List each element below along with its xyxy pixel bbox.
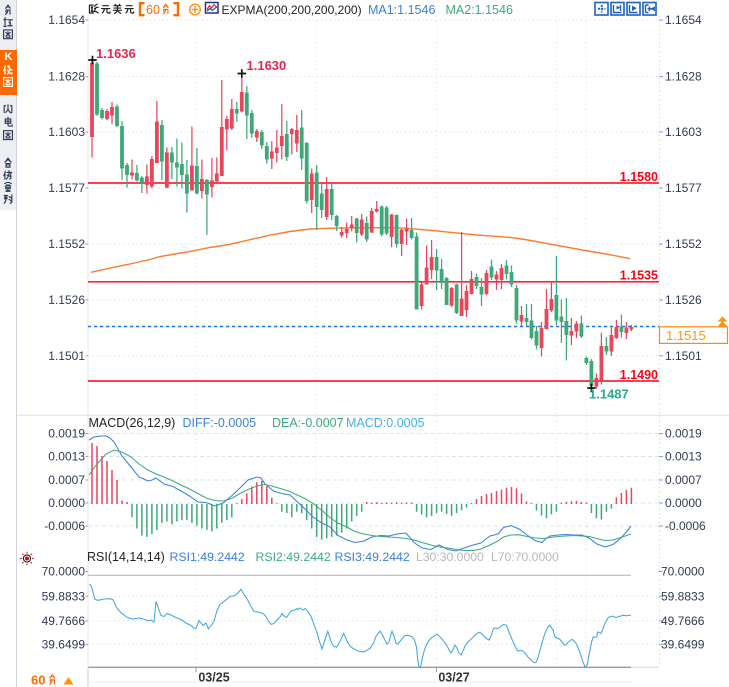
svg-text:1.1552: 1.1552 [665, 237, 702, 251]
svg-text:MACD(26,12,9): MACD(26,12,9) [89, 416, 176, 430]
svg-text:49.7666: 49.7666 [661, 614, 705, 628]
svg-text:1.1501: 1.1501 [665, 349, 702, 363]
svg-text:1.1636: 1.1636 [96, 46, 136, 61]
svg-text:60: 60 [31, 673, 45, 687]
svg-text:MACD:0.0005: MACD:0.0005 [346, 416, 425, 430]
svg-text:1.1628: 1.1628 [48, 70, 85, 84]
svg-text:RSI3:49.2442: RSI3:49.2442 [335, 550, 410, 564]
svg-text:MA1:1.1546: MA1:1.1546 [368, 3, 435, 17]
svg-text:1.1630: 1.1630 [247, 58, 287, 73]
svg-text:1.1552: 1.1552 [48, 237, 85, 251]
svg-text:DIFF:-0.0005: DIFF:-0.0005 [183, 416, 257, 430]
svg-text:L70:70.0000: L70:70.0000 [491, 550, 559, 564]
svg-text:70.0000: 70.0000 [661, 565, 705, 579]
svg-text:1.1526: 1.1526 [665, 293, 702, 307]
svg-text:1.1603: 1.1603 [665, 125, 702, 139]
svg-text:MA2:1.1546: MA2:1.1546 [446, 3, 513, 17]
svg-text:0.0013: 0.0013 [48, 450, 85, 464]
svg-text:49.7666: 49.7666 [42, 614, 86, 628]
svg-text:0.0007: 0.0007 [48, 473, 85, 487]
svg-text:03/25: 03/25 [198, 671, 229, 685]
svg-text:1.1603: 1.1603 [48, 125, 85, 139]
svg-text:0.0013: 0.0013 [665, 450, 702, 464]
svg-text:1.1501: 1.1501 [48, 349, 85, 363]
svg-text:1.1535: 1.1535 [620, 269, 658, 283]
svg-text:-0.0006: -0.0006 [44, 519, 85, 533]
svg-text:-0.0006: -0.0006 [665, 519, 706, 533]
svg-text:39.6499: 39.6499 [661, 638, 705, 652]
svg-text:1.1515: 1.1515 [666, 328, 706, 343]
svg-text:1.1577: 1.1577 [665, 181, 702, 195]
svg-text:RSI1:49.2442: RSI1:49.2442 [170, 550, 245, 564]
svg-text:1.1526: 1.1526 [48, 293, 85, 307]
svg-text:1.1490: 1.1490 [620, 368, 658, 382]
svg-text:EXPMA(200,200,200,200): EXPMA(200,200,200,200) [222, 3, 362, 17]
svg-text:1.1654: 1.1654 [48, 13, 85, 27]
svg-text:0.0019: 0.0019 [665, 427, 702, 441]
svg-text:RSI(14,14,14): RSI(14,14,14) [87, 550, 165, 564]
svg-text:1.1654: 1.1654 [665, 13, 702, 27]
svg-text:70.0000: 70.0000 [42, 565, 86, 579]
svg-text:1.1487: 1.1487 [589, 387, 629, 402]
svg-text:RSI2:49.2442: RSI2:49.2442 [256, 550, 331, 564]
svg-text:59.8833: 59.8833 [661, 590, 705, 604]
svg-text:L30:30.0000: L30:30.0000 [416, 550, 484, 564]
svg-text:DEA:-0.0007: DEA:-0.0007 [272, 416, 344, 430]
svg-text:1.1580: 1.1580 [620, 170, 658, 184]
svg-text:60: 60 [146, 3, 160, 17]
svg-text:03/27: 03/27 [438, 671, 469, 685]
svg-text:0.0000: 0.0000 [48, 496, 85, 510]
svg-text:0.0000: 0.0000 [665, 496, 702, 510]
svg-text:59.8833: 59.8833 [42, 590, 86, 604]
svg-text:39.6499: 39.6499 [42, 638, 86, 652]
svg-text:0.0007: 0.0007 [665, 473, 702, 487]
svg-text:1.1628: 1.1628 [665, 70, 702, 84]
svg-text:1.1577: 1.1577 [48, 181, 85, 195]
svg-text:0.0019: 0.0019 [48, 427, 85, 441]
